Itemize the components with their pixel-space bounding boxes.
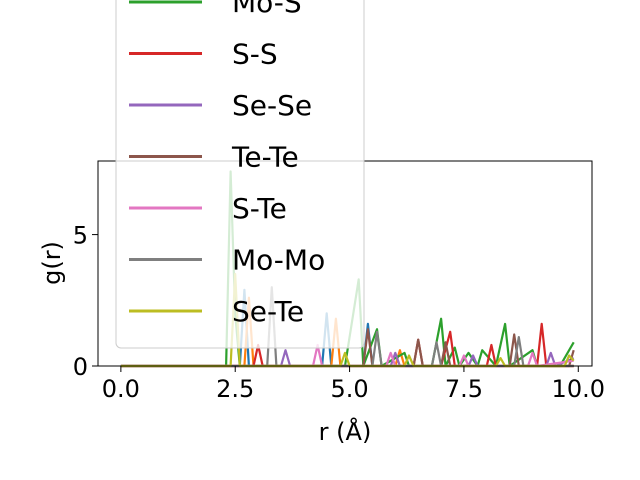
series-line-s-s [120, 322, 574, 368]
legend-label-mo-mo: Mo-Mo [232, 244, 325, 277]
x-axis-label: r (Å) [319, 417, 372, 446]
x-tick-label: 7.5 [445, 375, 483, 403]
x-axis-ticks: 0.0 2.5 5.0 7.5 10.0 [102, 366, 605, 403]
legend-label-s-s: S-S [232, 38, 278, 71]
x-tick-label: 0.0 [102, 375, 140, 403]
legend-label-se-se: Se-Se [232, 89, 312, 122]
y-axis-label: g(r) [38, 241, 66, 285]
legend-label-te-te: Te-Te [231, 141, 299, 174]
legend-label-mo-s: Mo-S [232, 0, 302, 19]
legend: Mo-S S-S Se-Se Te-Te S-Te Mo-Mo Se-Te [115, 0, 365, 349]
legend-label-s-te: S-Te [232, 192, 287, 225]
y-axis-ticks: 05 [73, 222, 98, 381]
y-tick-label: 0 [73, 353, 88, 381]
y-tick-label: 5 [73, 222, 88, 250]
legend-label-se-te: Se-Te [232, 295, 304, 328]
x-tick-label: 2.5 [216, 375, 254, 403]
x-tick-label: 5.0 [330, 375, 368, 403]
x-tick-label: 10.0 [552, 375, 605, 403]
